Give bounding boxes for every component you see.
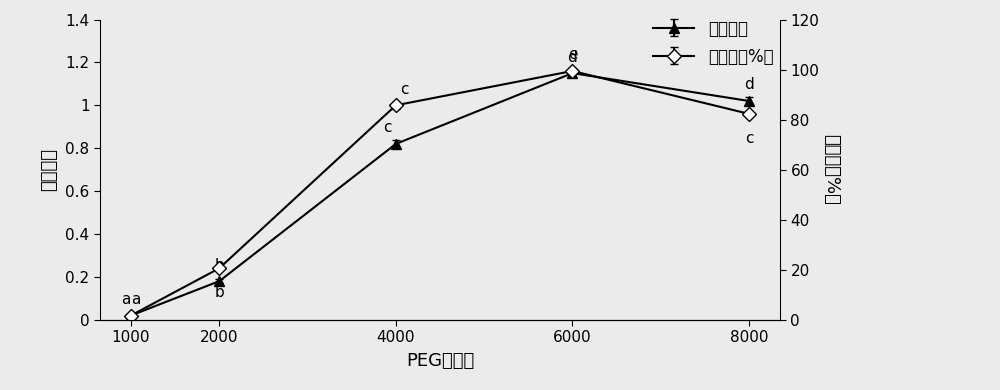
Text: d: d	[568, 50, 577, 65]
Text: c: c	[745, 131, 753, 146]
Y-axis label: 回收率（%）: 回收率（%）	[822, 134, 840, 205]
Text: c: c	[400, 82, 409, 97]
X-axis label: PEG分子量: PEG分子量	[406, 352, 474, 370]
Text: a: a	[132, 292, 141, 307]
Text: b: b	[214, 285, 224, 301]
Text: d: d	[744, 78, 754, 92]
Text: b: b	[214, 258, 224, 273]
Text: c: c	[383, 121, 391, 135]
Text: a: a	[121, 292, 130, 307]
Y-axis label: 纯化倍数: 纯化倍数	[40, 148, 58, 191]
Legend: 纯化倍数, 回收率（%）: 纯化倍数, 回收率（%）	[646, 14, 780, 73]
Text: e: e	[568, 48, 577, 62]
